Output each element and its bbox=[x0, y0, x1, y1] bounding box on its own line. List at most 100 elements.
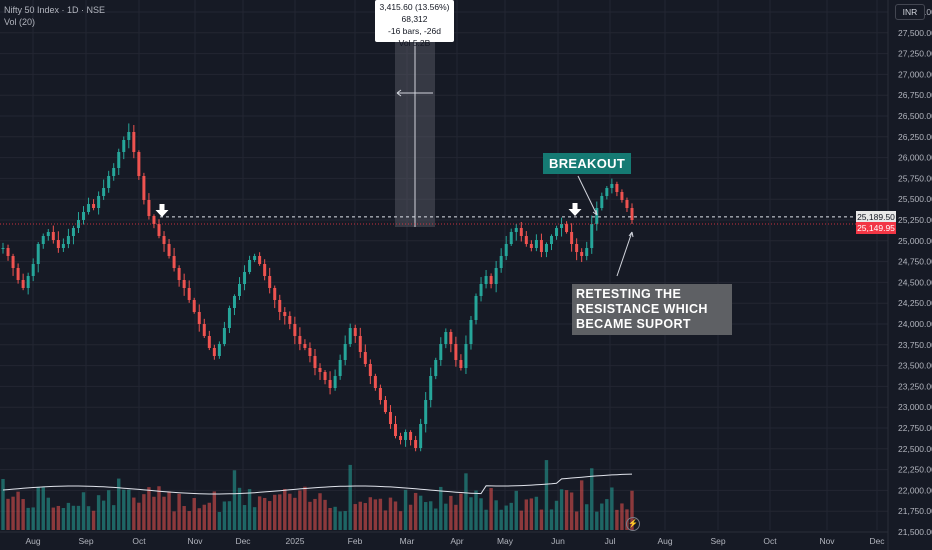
measure-change: 3,415.60 (13.56%) 68,312 bbox=[379, 2, 450, 24]
candle-body bbox=[338, 360, 342, 376]
volume-bar bbox=[288, 493, 292, 530]
candle-body bbox=[519, 228, 523, 236]
volume-bar bbox=[137, 502, 141, 530]
candle-body bbox=[353, 328, 357, 336]
volume-bar bbox=[393, 501, 398, 530]
volume-bar bbox=[429, 501, 433, 530]
symbol-title[interactable]: Nifty 50 Index · 1D · NSE bbox=[4, 5, 106, 15]
candle-body bbox=[263, 264, 267, 276]
volume-bar bbox=[308, 501, 312, 530]
volume-bar bbox=[293, 497, 297, 530]
volume-bar bbox=[21, 499, 25, 530]
candle-body bbox=[459, 360, 463, 368]
volume-bar bbox=[61, 508, 66, 530]
candle-body bbox=[499, 256, 503, 268]
price-axis[interactable]: 27,750.0027,500.0027,250.0027,000.0026,7… bbox=[887, 0, 932, 550]
candle-body bbox=[504, 244, 508, 256]
candle-body bbox=[489, 276, 493, 284]
volume-bar bbox=[318, 493, 322, 530]
volume-bar bbox=[76, 505, 81, 530]
candle-body bbox=[378, 388, 382, 400]
candle-body bbox=[610, 184, 614, 188]
volume-bar bbox=[494, 500, 498, 530]
candle-body bbox=[82, 212, 86, 220]
price-tick-label: 21,750.00 bbox=[898, 506, 932, 516]
volume-bar bbox=[499, 509, 503, 530]
candle-body bbox=[46, 232, 50, 236]
candle-body bbox=[565, 224, 569, 232]
time-tick-label: Dec bbox=[235, 536, 251, 546]
volume-bar bbox=[474, 490, 478, 530]
retest-line-3: BECAME SUPORT bbox=[576, 317, 691, 331]
volume-bar bbox=[454, 504, 458, 530]
volume-bar bbox=[147, 487, 151, 530]
volume-bar bbox=[237, 487, 242, 530]
volume-bar bbox=[267, 501, 272, 530]
volume-bar bbox=[600, 503, 604, 530]
volume-indicator-label[interactable]: Vol (20) bbox=[4, 17, 36, 27]
volume-bar bbox=[56, 505, 61, 530]
breakout-pointer-line bbox=[577, 175, 598, 216]
volume-bar bbox=[51, 507, 56, 530]
time-tick-label: Oct bbox=[763, 536, 777, 546]
volume-bar bbox=[328, 507, 332, 530]
volume-bar bbox=[484, 509, 488, 530]
volume-bar bbox=[539, 509, 544, 530]
candle-body bbox=[238, 284, 242, 296]
volume-bar bbox=[242, 505, 247, 530]
time-axis[interactable]: Aug Sep Oct Nov Dec 2025 Feb Mar Apr May Jun Jul Aug… bbox=[0, 531, 888, 546]
candle-body bbox=[227, 308, 231, 328]
candle-body bbox=[217, 344, 221, 356]
volume-bar bbox=[132, 497, 136, 530]
volume-bar bbox=[303, 486, 307, 530]
candle-body bbox=[97, 196, 101, 208]
volume-bar bbox=[26, 507, 30, 530]
candle-body bbox=[36, 244, 40, 264]
volume-bar bbox=[403, 489, 408, 530]
candle-body bbox=[313, 356, 317, 368]
volume-bar bbox=[408, 504, 413, 530]
volume-bar bbox=[81, 492, 86, 530]
candle-body bbox=[539, 240, 543, 252]
retest-annotation[interactable]: RETESTING THE RESISTANCE WHICH BECAME SU… bbox=[572, 284, 732, 335]
candle-body bbox=[549, 236, 553, 244]
candle-body bbox=[132, 132, 136, 152]
volume-bar bbox=[31, 507, 35, 530]
volume-bar bbox=[630, 490, 634, 530]
candle-body bbox=[212, 348, 216, 356]
volume-bar bbox=[172, 511, 176, 530]
candle-body bbox=[142, 176, 146, 200]
volume-bar bbox=[177, 493, 181, 530]
last-price-tag: 25,149.95 bbox=[856, 222, 896, 234]
candle-body bbox=[620, 192, 624, 200]
candle-body bbox=[595, 208, 599, 224]
candle-body bbox=[298, 336, 302, 344]
candle-body bbox=[122, 140, 126, 152]
volume-bar bbox=[252, 507, 257, 530]
volume-bar bbox=[106, 490, 111, 530]
grid-lines bbox=[0, 0, 888, 533]
candle-body bbox=[41, 236, 45, 244]
time-tick-label: Nov bbox=[819, 536, 835, 546]
candle-body bbox=[87, 204, 91, 212]
lightning-icon[interactable]: ⚡ bbox=[626, 517, 640, 531]
candle-body bbox=[429, 376, 433, 400]
candle-body bbox=[464, 344, 468, 368]
currency-badge[interactable]: INR bbox=[895, 4, 925, 20]
breakout-annotation[interactable]: BREAKOUT bbox=[543, 153, 632, 174]
candle-body bbox=[61, 244, 65, 248]
candle-body bbox=[1, 248, 5, 249]
price-tick-label: 22,000.00 bbox=[898, 485, 932, 495]
candle-body bbox=[544, 244, 548, 252]
candle-body bbox=[590, 224, 594, 248]
candle-body bbox=[373, 376, 377, 388]
retest-arrowhead bbox=[628, 231, 634, 238]
candle-body bbox=[449, 332, 453, 344]
price-tick-label: 24,000.00 bbox=[898, 319, 932, 329]
candle-body bbox=[6, 248, 10, 256]
chart-legend[interactable]: Nifty 50 Index · 1D · NSE Vol (20) bbox=[4, 4, 105, 28]
price-tick-label: 26,500.00 bbox=[898, 111, 932, 121]
candle-body bbox=[162, 236, 166, 244]
